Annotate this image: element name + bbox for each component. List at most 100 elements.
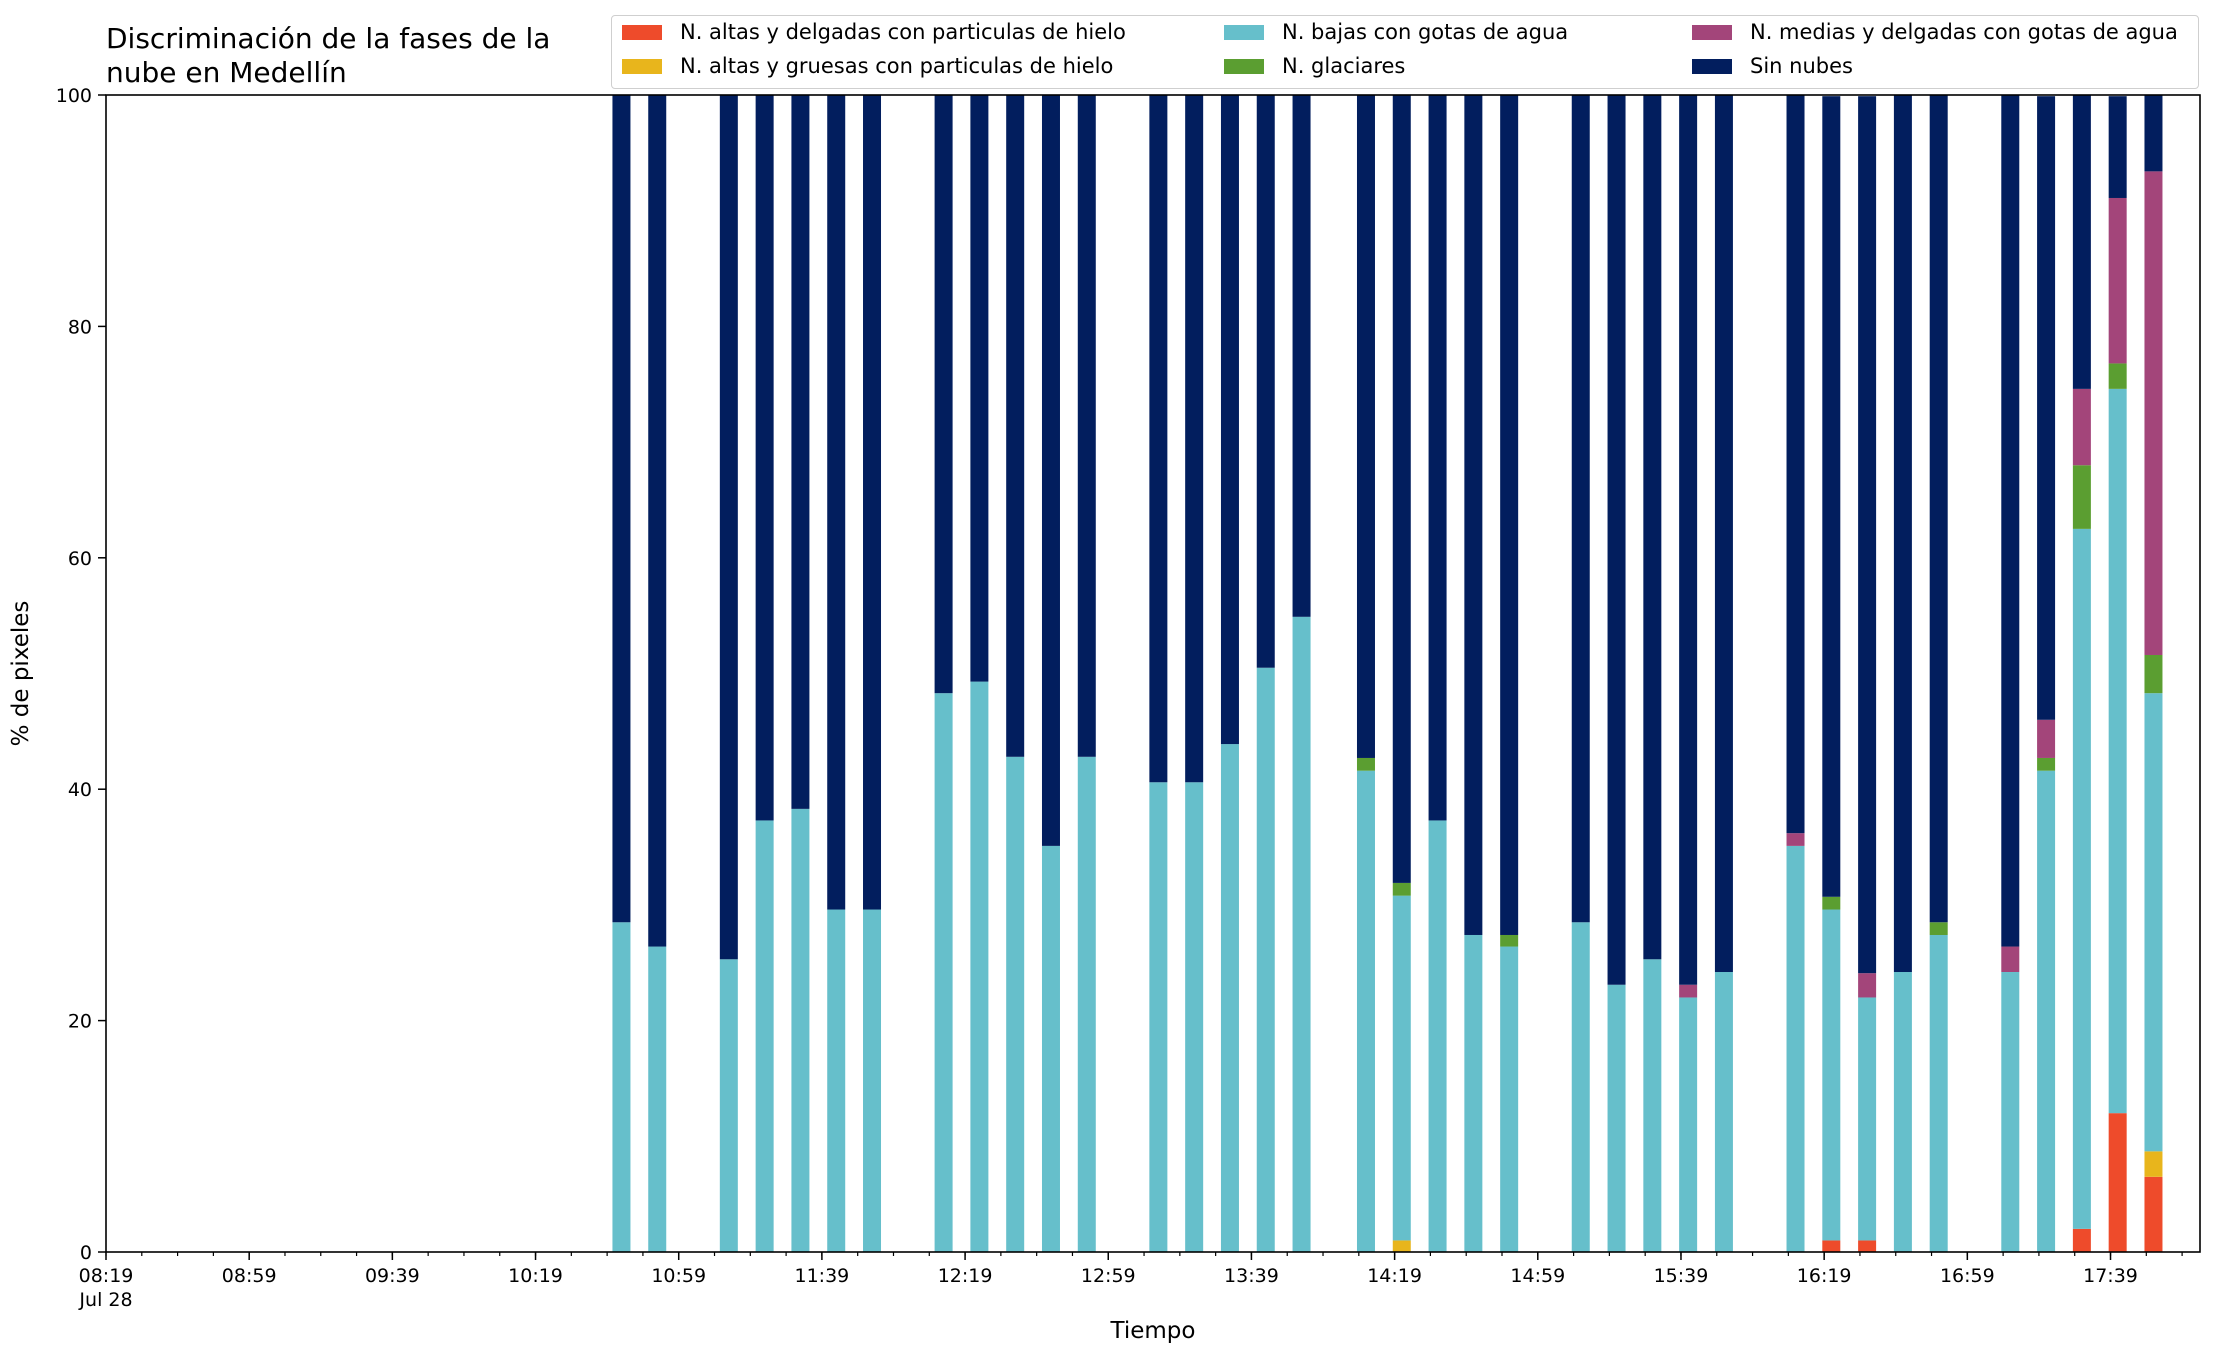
bar-segment	[648, 946, 667, 1252]
legend-item: Sin nubes	[1692, 54, 1853, 78]
bar-segment	[1858, 973, 1877, 998]
bar-segment	[2144, 95, 2163, 172]
bar-segment	[2037, 757, 2056, 771]
bar-segment	[2001, 95, 2020, 947]
bar-segment	[2072, 95, 2091, 389]
bar-segment	[1356, 95, 1375, 758]
legend-swatch	[622, 58, 662, 74]
bar-segment	[1185, 95, 1204, 783]
bar-segment	[2144, 1151, 2163, 1177]
bar-segment	[863, 909, 882, 1252]
x-axis-label: Tiempo	[1110, 1318, 1196, 1344]
bar-segment	[1041, 95, 1060, 846]
bar-segment	[648, 95, 667, 947]
bar-segment	[1822, 909, 1841, 1241]
bar-segment	[1643, 95, 1662, 960]
bar-segment	[1786, 845, 1805, 1252]
bar-segment	[934, 95, 953, 694]
bar-segment	[1786, 833, 1805, 846]
legend-label: N. altas y gruesas con particulas de hie…	[680, 54, 1114, 78]
bar-segment	[1392, 882, 1411, 896]
bar-segment	[2037, 719, 2056, 758]
bar-segment	[755, 95, 774, 821]
legend-label: N. bajas con gotas de agua	[1282, 20, 1569, 44]
x-tick-label: 12:19	[938, 1265, 993, 1287]
legend-label: Sin nubes	[1750, 54, 1853, 78]
bar-segment	[1571, 922, 1590, 1252]
x-tick-label: 13:39	[1224, 1265, 1279, 1287]
bar-segment	[1292, 616, 1311, 1252]
legend: N. altas y delgadas con particulas de hi…	[611, 15, 2199, 89]
bar-segment	[1607, 984, 1626, 1252]
y-tick-label: 0	[80, 1242, 92, 1264]
bar-segment	[1643, 959, 1662, 1252]
bar-segment	[1185, 782, 1204, 1252]
bar-segment	[1822, 96, 1841, 897]
x-tick-label: 16:19	[1797, 1265, 1852, 1287]
bar-segment	[1077, 756, 1096, 1252]
bar-segment	[2037, 96, 2056, 720]
chart-title-line-2: nube en Medellín	[106, 56, 347, 89]
bar-segment	[1786, 95, 1805, 834]
bar-segment	[612, 95, 631, 923]
bar-segment	[1858, 96, 1877, 974]
bar-segment	[1220, 744, 1239, 1252]
chart-title-line-1: Discriminación de la fases de la	[106, 22, 551, 55]
bar-segment	[719, 95, 738, 960]
bar-segment	[1893, 95, 1912, 973]
bar-segment	[1822, 1240, 1841, 1252]
x-tick-label: 08:19	[79, 1265, 134, 1287]
bar-segment	[827, 95, 846, 910]
bar-segment	[1679, 95, 1698, 985]
bar-segment	[934, 693, 953, 1252]
bar-segment	[1822, 896, 1841, 910]
bar-segment	[1392, 95, 1411, 883]
bar-segment	[1356, 757, 1375, 771]
bar-segment	[863, 95, 882, 910]
bar-segment	[1929, 934, 1948, 1252]
bars	[612, 95, 2163, 1252]
bar-segment	[2144, 654, 2163, 694]
legend-swatch	[622, 24, 662, 40]
x-tick-label: 10:59	[651, 1265, 706, 1287]
bar-segment	[1392, 895, 1411, 1241]
bar-segment	[1679, 997, 1698, 1252]
bar-segment	[1256, 95, 1275, 668]
bar-segment	[1356, 770, 1375, 1252]
bar-segment	[1500, 934, 1519, 947]
bar-segment	[2144, 693, 2163, 1152]
y-tick-label: 20	[68, 1011, 92, 1033]
legend-swatch	[1692, 58, 1732, 74]
y-tick-label: 60	[68, 548, 92, 570]
x-tick-label: 16:59	[1940, 1265, 1995, 1287]
bar-segment	[791, 808, 810, 1252]
bar-segment	[2037, 770, 2056, 1252]
legend-item: N. medias y delgadas con gotas de agua	[1692, 20, 2178, 44]
bar-segment	[1149, 782, 1168, 1252]
legend-item: N. altas y gruesas con particulas de hie…	[622, 54, 1113, 78]
bar-segment	[2072, 528, 2091, 1229]
plot-frame	[105, 94, 2201, 1253]
bar-segment	[1392, 1240, 1411, 1252]
bar-segment	[2108, 388, 2127, 1114]
y-tick-label: 100	[56, 85, 92, 107]
legend-swatch	[1224, 24, 1264, 40]
bar-segment	[827, 909, 846, 1252]
x-date-label: Jul 28	[78, 1289, 132, 1311]
bar-segment	[719, 959, 738, 1252]
bar-segment	[2144, 171, 2163, 655]
x-tick-label: 14:19	[1367, 1265, 1422, 1287]
bar-segment	[1714, 95, 1733, 973]
bar-segment	[1464, 934, 1483, 1252]
x-tick-label: 10:19	[508, 1265, 563, 1287]
legend-item: N. glaciares	[1224, 54, 1405, 78]
x-tick-label: 17:39	[2083, 1265, 2138, 1287]
bar-segment	[1500, 946, 1519, 1252]
bar-segment	[612, 922, 631, 1252]
y-tick-label: 80	[68, 316, 92, 338]
bar-segment	[791, 95, 810, 809]
bar-segment	[1607, 95, 1626, 985]
bar-segment	[1500, 95, 1519, 935]
bar-segment	[1858, 1240, 1877, 1252]
